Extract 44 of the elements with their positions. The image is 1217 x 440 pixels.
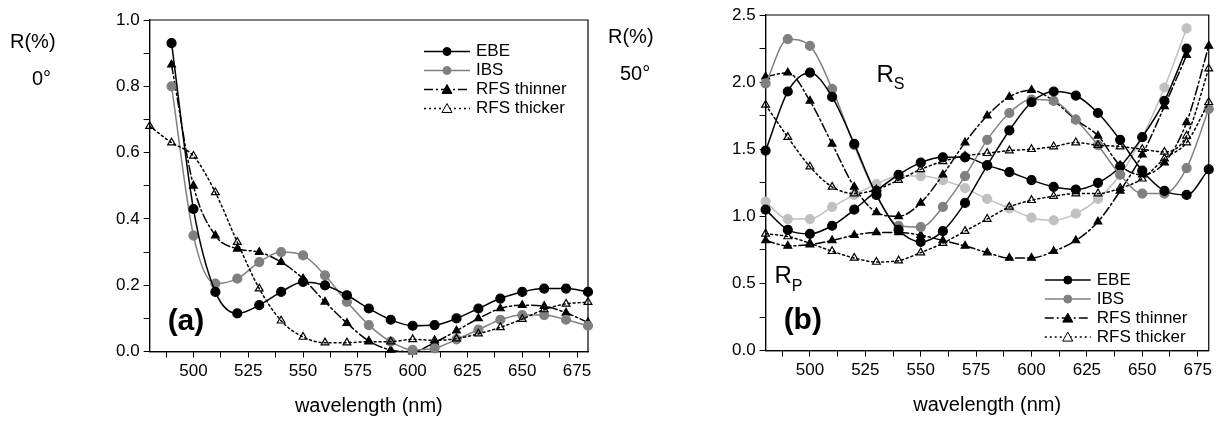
legend-label: EBE — [476, 41, 511, 61]
y-tick-label: 0.2 — [115, 274, 140, 294]
x-tick-label: 575 — [961, 360, 991, 380]
x-tick-label: 500 — [179, 361, 208, 381]
legend-label: RFS thinner — [476, 79, 568, 99]
text: 0° — [32, 67, 52, 89]
y-axis-title: R(%) — [608, 25, 654, 47]
y-tick-label: 2.0 — [731, 71, 756, 91]
x-tick-label: 625 — [453, 361, 482, 381]
y-axis-title: R(%) — [10, 30, 56, 52]
text: 50° — [620, 62, 651, 84]
y-tick-label: 0.6 — [115, 142, 140, 162]
legend-label: IBS — [1096, 288, 1125, 308]
y-tick-label: 2.5 — [731, 4, 756, 24]
x-tick-label: 525 — [851, 360, 880, 380]
legend-label: RFS thicker — [1096, 326, 1186, 346]
x-tick-label: 675 — [1183, 360, 1212, 380]
y-tick-label: 1.5 — [731, 138, 756, 158]
x-tick-label: 625 — [1072, 360, 1102, 380]
x-tick-label: 525 — [234, 361, 263, 381]
y-tick-label: 1.0 — [731, 206, 756, 226]
legend-label: RFS thinner — [1096, 307, 1188, 327]
x-tick-label: 600 — [1017, 360, 1046, 380]
annotation: (a) — [167, 302, 205, 336]
y-tick-label: 0.5 — [731, 273, 756, 293]
x-tick-label: 675 — [562, 361, 592, 381]
x-axis-title: wavelength (nm) — [293, 393, 443, 416]
y-tick-label: 0.0 — [731, 340, 756, 360]
x-tick-label: 575 — [343, 361, 373, 381]
x-tick-label: 650 — [1128, 360, 1157, 380]
annotation: (b) — [783, 301, 822, 335]
x-tick-label: 550 — [906, 360, 935, 380]
x-tick-label: 500 — [795, 360, 825, 380]
y-tick-label: 0.8 — [115, 76, 140, 96]
legend-label: IBS — [476, 60, 504, 80]
x-tick-label: 600 — [398, 361, 427, 381]
x-tick-label: 550 — [288, 361, 318, 381]
y-tick-label: 0.0 — [115, 341, 140, 361]
x-axis-title: wavelength (nm) — [912, 392, 1062, 415]
y-tick-label: 0.4 — [115, 208, 140, 228]
y-tick-label: 1.0 — [115, 9, 140, 29]
x-tick-label: 650 — [508, 361, 537, 381]
legend-label: EBE — [1096, 269, 1131, 289]
legend-label: RFS thicker — [476, 98, 566, 118]
